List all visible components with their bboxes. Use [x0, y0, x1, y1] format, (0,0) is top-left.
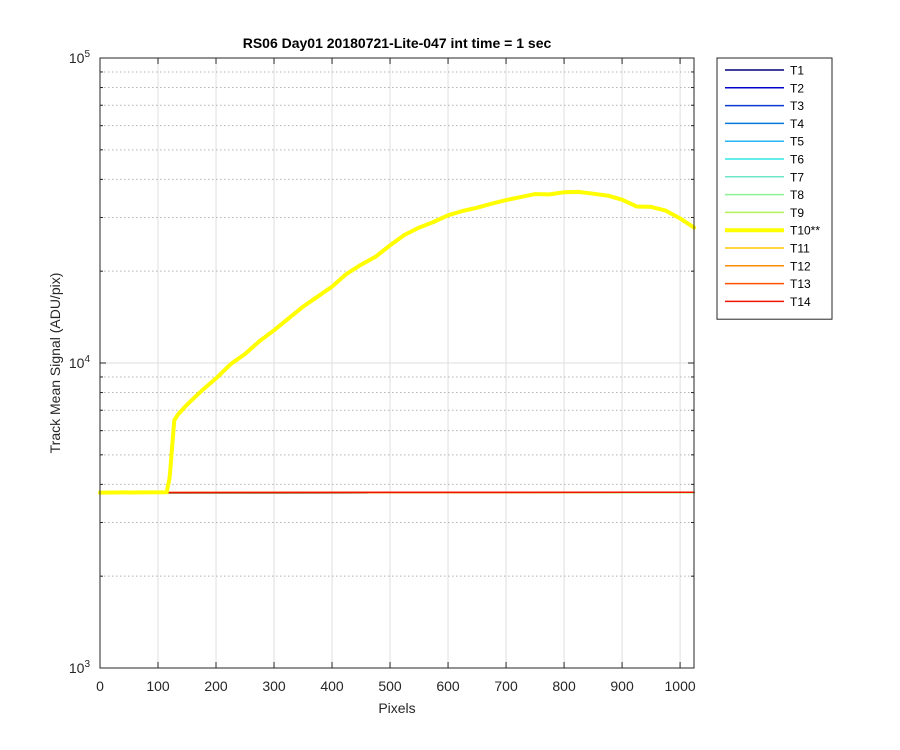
legend-label: T9: [790, 206, 804, 220]
legend-label: T13: [790, 277, 811, 291]
x-tick-label: 200: [204, 678, 228, 694]
x-tick-label: 1000: [665, 678, 696, 694]
x-tick-label: 500: [378, 678, 402, 694]
y-tick-exponent: 5: [84, 49, 90, 60]
y-tick-label: 105: [69, 49, 91, 66]
y-tick-exponent: 4: [84, 354, 90, 365]
y-axis-label: Track Mean Signal (ADU/pix): [47, 273, 63, 454]
legend-label: T14: [790, 295, 811, 309]
x-tick-label: 400: [320, 678, 344, 694]
y-tick-label: 103: [69, 659, 91, 676]
legend-label: T3: [790, 99, 804, 113]
legend-label: T2: [790, 81, 804, 95]
y-tick-base: 10: [69, 660, 85, 676]
legend-label: T5: [790, 135, 804, 149]
legend-label: T7: [790, 170, 804, 184]
x-tick-label: 0: [96, 678, 104, 694]
x-tick-label: 100: [146, 678, 170, 694]
x-tick-label: 300: [262, 678, 286, 694]
legend-label: T4: [790, 117, 804, 131]
chart-title: RS06 Day01 20180721-Lite-047 int time = …: [243, 35, 552, 51]
x-tick-label: 700: [494, 678, 518, 694]
x-tick-label: 600: [436, 678, 460, 694]
grid: [100, 58, 694, 668]
y-tick-base: 10: [69, 355, 85, 371]
x-tick-label: 800: [552, 678, 576, 694]
legend-label: T11: [790, 242, 810, 256]
x-tick-label: 900: [610, 678, 634, 694]
legend-label: T10**: [790, 224, 820, 238]
legend-label: T6: [790, 153, 804, 167]
legend-label: T8: [790, 188, 804, 202]
legend: T1 T2 T3 T4 T5 T6 T7 T8 T9 T10** T11 T12 T13 T14: [716, 57, 833, 320]
legend-label: T1: [790, 64, 804, 78]
legend-label: T12: [790, 259, 811, 273]
series-group: [98, 189, 696, 495]
tick-labels: 0 100 200 300 400 500 600 700 800 900 100010310410…: [69, 49, 696, 694]
legend-box: [716, 57, 833, 320]
x-axis-label: Pixels: [378, 700, 415, 716]
y-tick-exponent: 3: [84, 659, 90, 670]
series-line-t10: [98, 189, 696, 495]
y-tick-label: 104: [69, 354, 91, 371]
ticks: [99, 57, 694, 669]
y-tick-base: 10: [69, 50, 85, 66]
